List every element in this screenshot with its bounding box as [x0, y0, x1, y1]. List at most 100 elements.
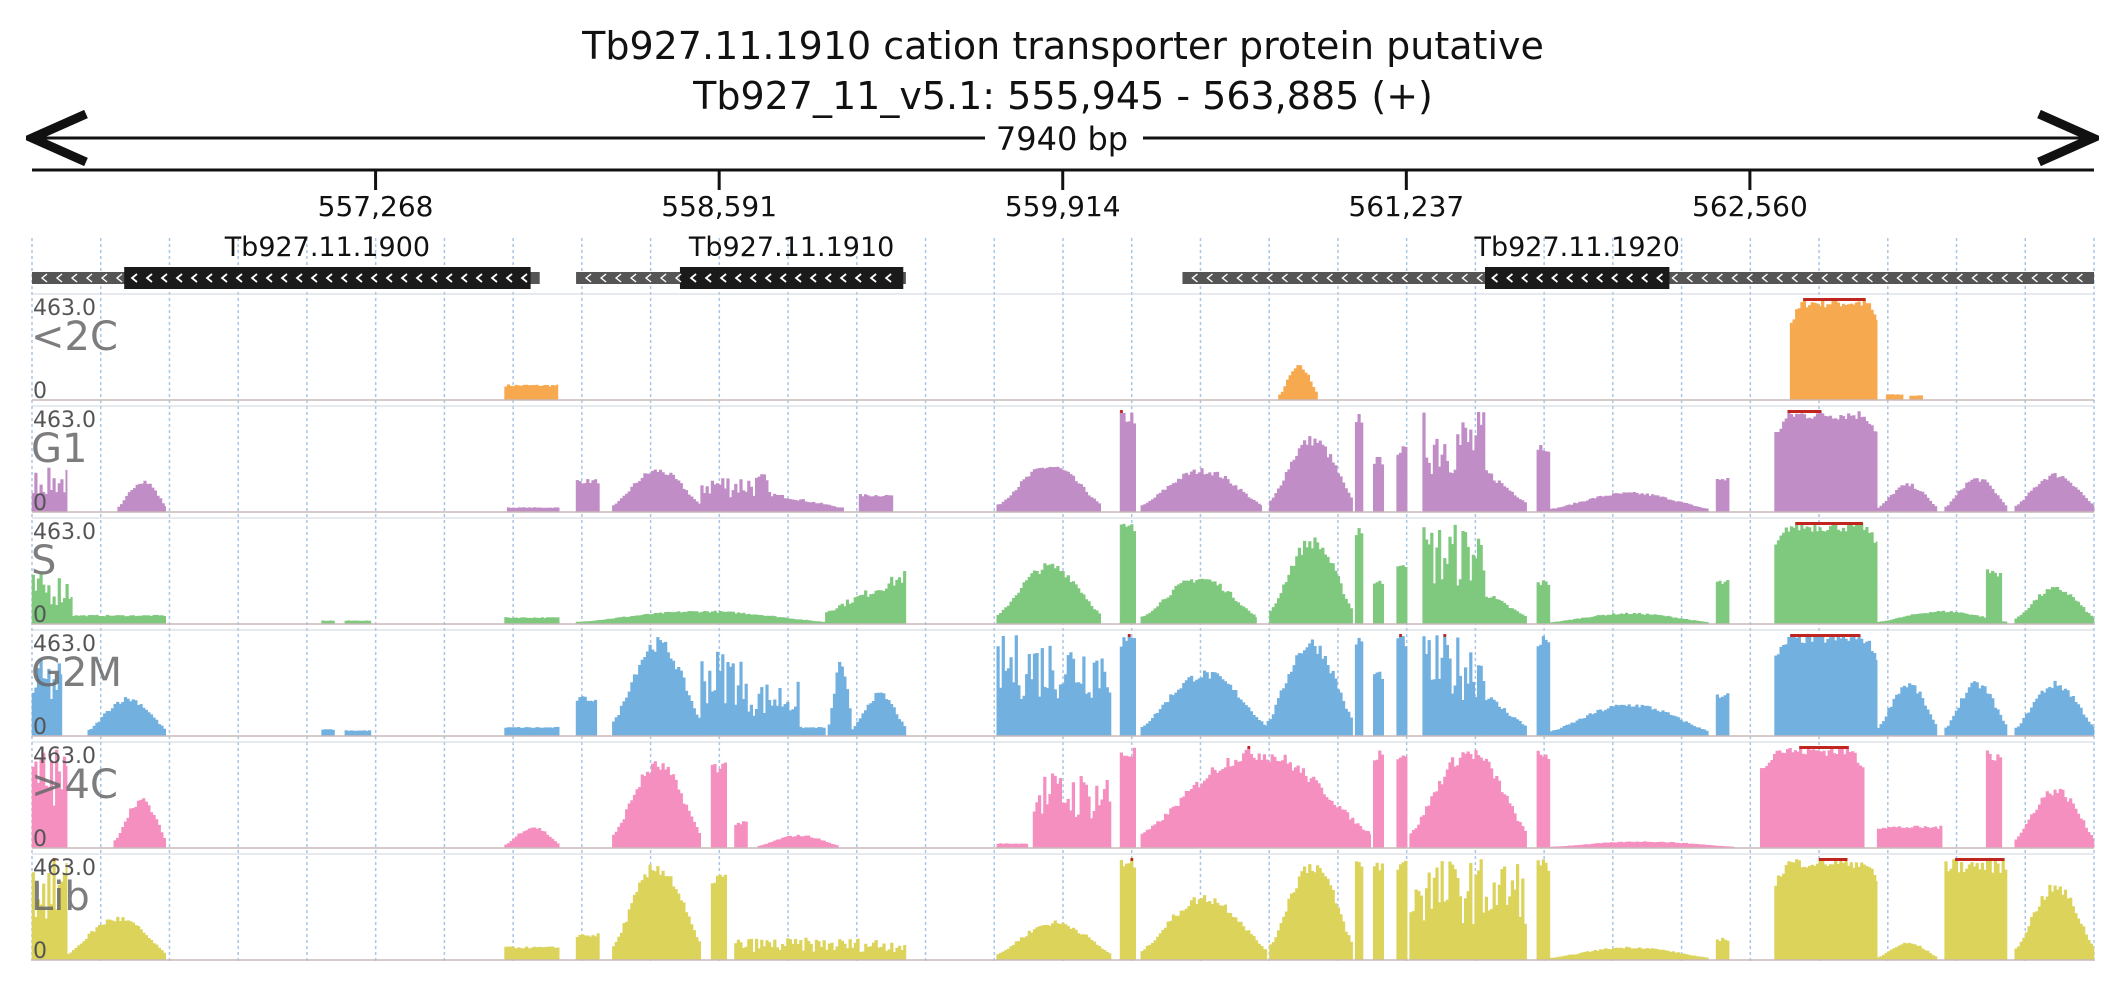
strand-chevron-icon	[445, 273, 453, 283]
strand-chevron-icon	[809, 273, 817, 283]
coverage-area	[700, 651, 743, 737]
strand-chevron-icon	[295, 273, 303, 283]
strand-chevron-icon	[614, 273, 622, 283]
coverage-area	[1549, 612, 1709, 625]
strand-chevron-icon	[115, 273, 123, 283]
coverage-area	[66, 916, 166, 961]
coverage-area	[1944, 681, 2008, 737]
coverage-area	[1373, 671, 1384, 737]
coverage-area	[1536, 445, 1551, 513]
coverage-area	[1876, 942, 1938, 961]
strand-chevron-icon	[1596, 273, 1604, 283]
strand-chevron-icon	[824, 273, 832, 283]
coverage-area	[1715, 937, 1730, 961]
strand-chevron-icon	[220, 273, 228, 283]
ruler-ticks: 557,268 558,591 559,914 561,237 562,560	[318, 170, 1808, 223]
coverage-area	[1985, 569, 2003, 625]
coverage-area	[1422, 524, 1486, 625]
coverage-area	[31, 467, 68, 513]
clip-indicator	[1787, 410, 1822, 413]
track-ymax-label: 463.0	[33, 520, 96, 545]
track-ymin-label: 0	[33, 603, 47, 628]
strand-chevron-icon	[1881, 273, 1888, 283]
strand-chevron-icon	[659, 273, 667, 283]
coverage-area	[1909, 395, 1923, 401]
coverage-area	[1119, 858, 1136, 961]
strand-chevron-icon	[1191, 273, 1198, 283]
coverage-area	[825, 571, 907, 625]
coverage-area	[506, 507, 560, 513]
coverage-area	[1944, 857, 2008, 961]
coverage-track: 463.0 0 G2M	[31, 629, 2095, 740]
coverage-area	[504, 946, 560, 961]
clip-indicator	[1247, 746, 1251, 749]
coverage-area	[1140, 578, 1257, 625]
coverage-area	[575, 610, 826, 625]
coverage-area	[1266, 639, 1353, 737]
coverage-area	[504, 617, 560, 625]
coverage-track: 463.0 0 >4C	[31, 741, 2095, 852]
coverage-area	[1140, 895, 1268, 961]
coverage-area	[1269, 537, 1353, 625]
coverage-track: 463.0 0 <2C	[31, 293, 2094, 404]
coverage-area	[575, 479, 600, 513]
strand-chevron-icon	[1521, 273, 1529, 283]
strand-chevron-icon	[1956, 273, 1963, 283]
strand-chevron-icon	[2046, 273, 2053, 283]
coverage-area	[1409, 859, 1527, 961]
coverage-area	[851, 692, 907, 737]
strand-chevron-icon	[1806, 273, 1813, 283]
coverage-area	[1944, 478, 2008, 513]
strand-chevron-icon	[1626, 273, 1634, 283]
track-name-label: >4C	[31, 762, 118, 808]
track-ymax-label: 463.0	[33, 296, 96, 321]
coverage-area	[1032, 773, 1112, 849]
track-ymax-label: 463.0	[33, 632, 96, 657]
coverage-area	[1774, 411, 1878, 513]
strand-chevron-icon	[1416, 273, 1423, 283]
strand-chevron-icon	[325, 273, 333, 283]
strand-chevron-icon	[1251, 273, 1258, 283]
strand-chevron-icon	[884, 273, 892, 283]
strand-chevron-icon	[1971, 273, 1978, 283]
coverage-area	[1278, 365, 1318, 401]
coverage-area	[1269, 864, 1353, 961]
coverage-area	[31, 659, 63, 737]
strand-chevron-icon	[689, 273, 697, 283]
strand-chevron-icon	[355, 273, 363, 283]
strand-chevron-icon	[2031, 273, 2038, 283]
coverage-area	[1409, 750, 1527, 849]
strand-chevron-icon	[1986, 273, 1993, 283]
strand-chevron-icon	[674, 273, 682, 283]
coverage-area	[1774, 633, 1878, 737]
coverage-area	[1876, 683, 1938, 737]
clip-indicator	[1130, 858, 1134, 861]
strand-chevron-icon	[2061, 273, 2068, 283]
coverage-area	[1536, 859, 1551, 961]
strand-chevron-icon	[520, 273, 528, 283]
strand-chevron-icon	[1296, 273, 1303, 283]
clip-indicator	[52, 858, 56, 861]
coverage-area	[1422, 634, 1486, 737]
strand-chevron-icon	[749, 273, 757, 283]
coverage-track: 463.0 0 S	[31, 517, 2095, 628]
clip-indicator	[1795, 522, 1863, 525]
track-ymin-label: 0	[33, 827, 47, 852]
coverage-area	[344, 730, 372, 737]
strand-chevron-icon	[1911, 273, 1918, 283]
gene-label: Tb927.11.1920	[1473, 232, 1679, 263]
strand-chevron-icon	[310, 273, 318, 283]
coverage-area	[700, 474, 769, 513]
coverage-area	[996, 635, 1112, 737]
coverage-area	[575, 933, 600, 961]
strand-chevron-icon	[1311, 273, 1318, 283]
strand-chevron-icon	[779, 273, 787, 283]
coverage-area	[113, 798, 166, 849]
strand-chevron-icon	[1611, 273, 1619, 283]
track-name-label: Lib	[31, 874, 90, 920]
strand-chevron-icon	[1506, 273, 1514, 283]
strand-chevron-icon	[265, 273, 273, 283]
coverage-area	[2014, 884, 2095, 961]
strand-chevron-icon	[2016, 273, 2023, 283]
